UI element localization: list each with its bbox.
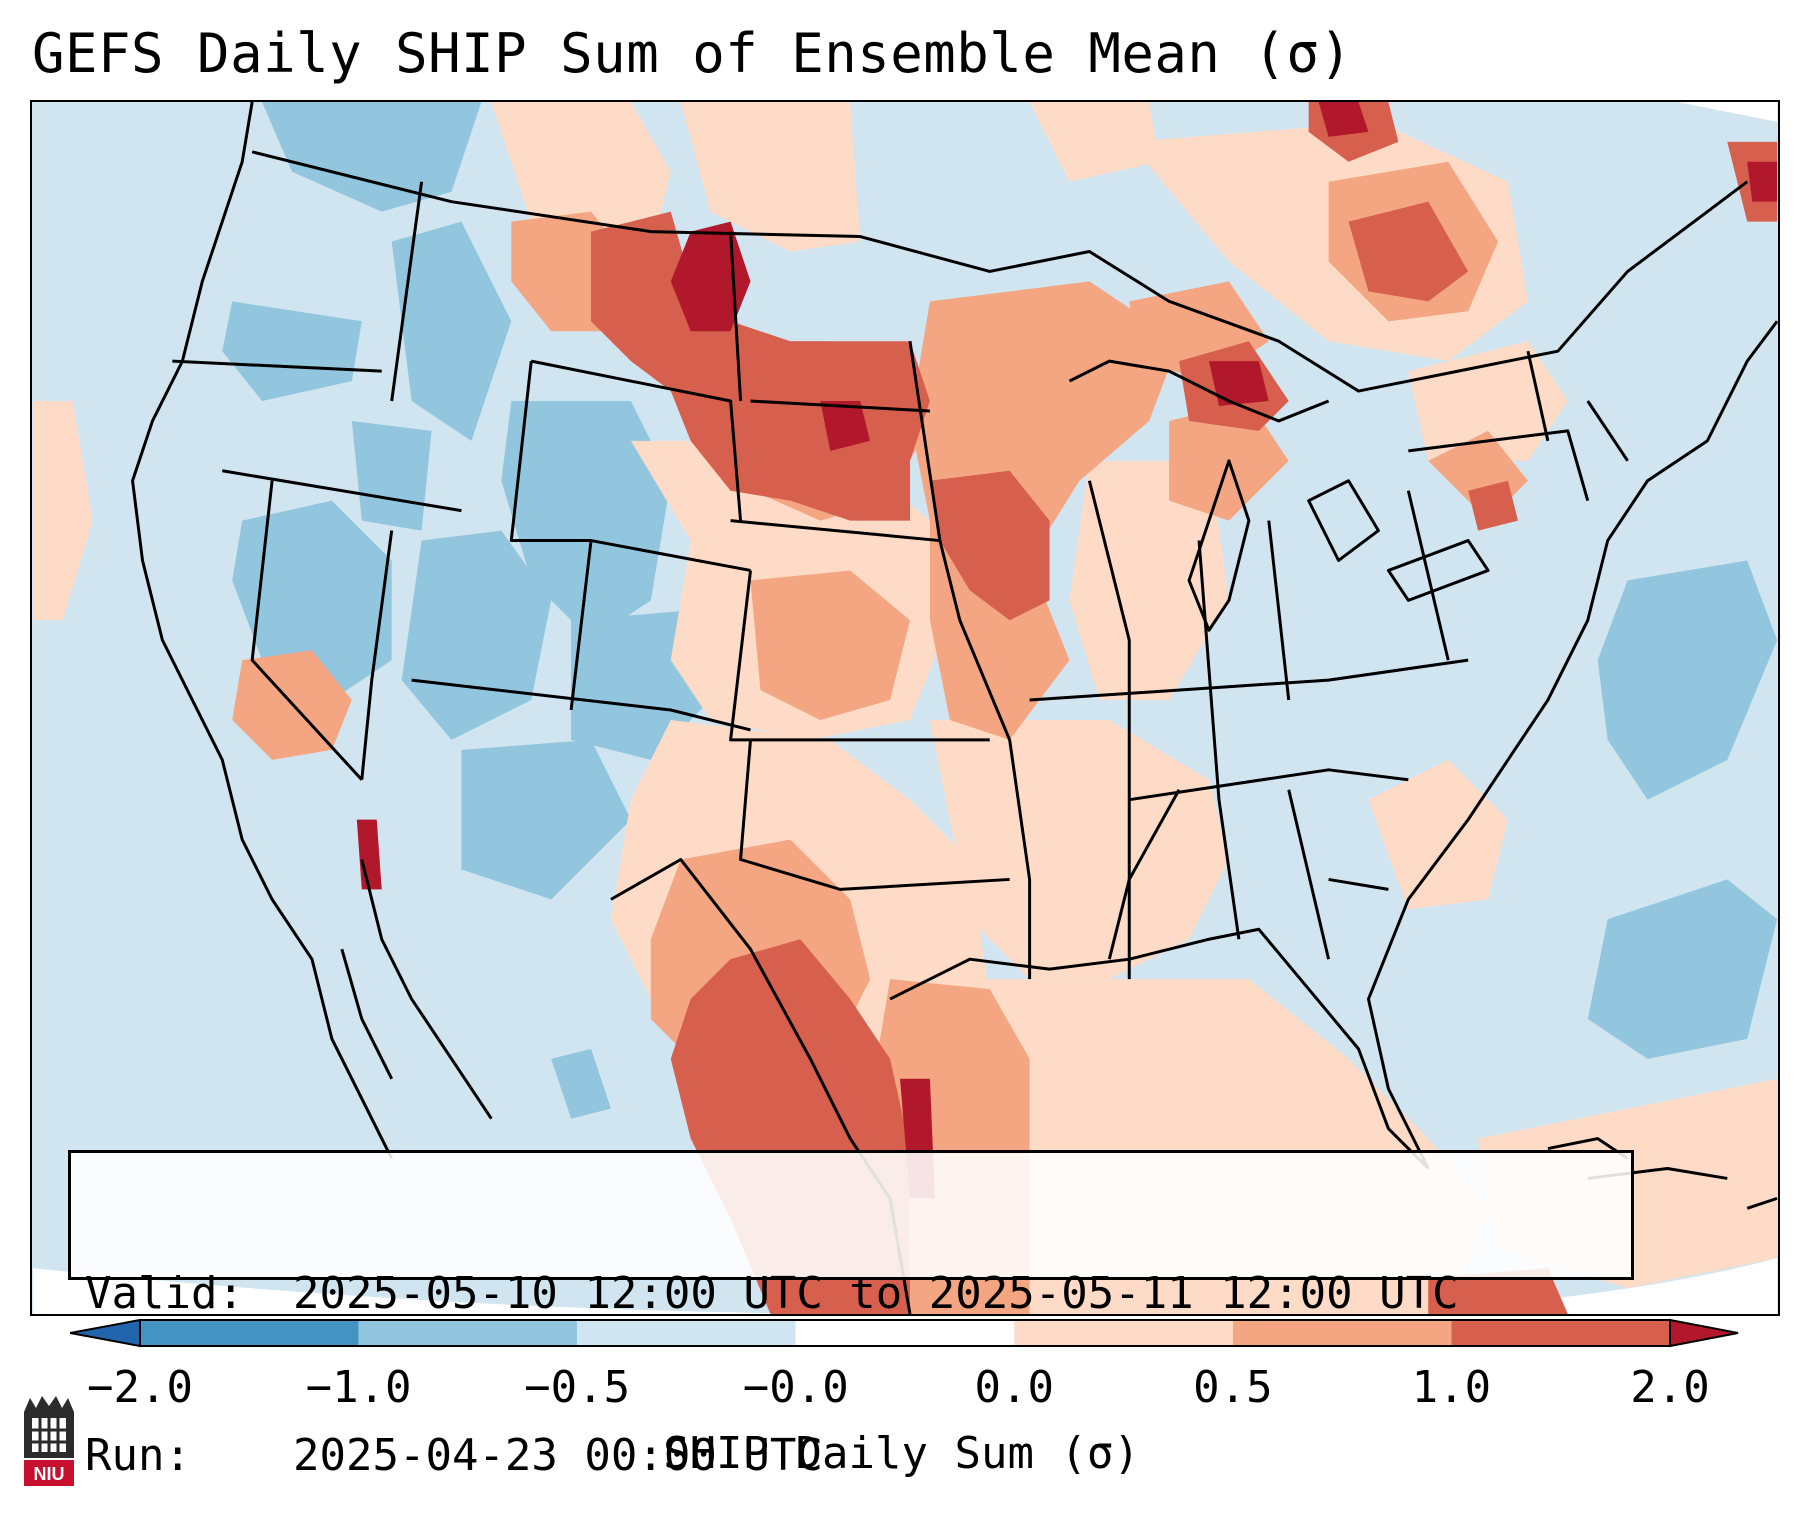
colorbar-tick-label: 2.0 bbox=[1630, 1362, 1710, 1413]
colorbar-segment bbox=[358, 1320, 578, 1346]
colorbar-extend-high bbox=[1669, 1318, 1739, 1348]
niu-logo: NIU bbox=[24, 1396, 74, 1486]
colorbar-tick-label: 0.5 bbox=[1193, 1362, 1273, 1413]
coastline-and-borders bbox=[131, 102, 1778, 1314]
map-title: GEFS Daily SHIP Sum of Ensemble Mean (σ) bbox=[32, 22, 1353, 85]
colorbar-segment bbox=[577, 1320, 796, 1346]
run-label: Run: bbox=[85, 1430, 191, 1481]
projection-edge-top-right bbox=[1677, 102, 1778, 122]
colorbar-label: SHIP Daily Sum (σ) bbox=[663, 1428, 1140, 1479]
colorbar-tick-label: −0.0 bbox=[742, 1362, 849, 1413]
colorbar bbox=[70, 1318, 1739, 1348]
colorbar-tick-label: 1.0 bbox=[1411, 1362, 1492, 1413]
colorbar-tick-label: −1.0 bbox=[305, 1362, 412, 1413]
colorbar-tick-label: −2.0 bbox=[87, 1362, 193, 1413]
run-value: 2025-04-23 00:00 UTC bbox=[293, 1430, 823, 1481]
ship-anomaly-map bbox=[32, 102, 1778, 1314]
colorbar-segment bbox=[795, 1320, 1015, 1346]
colorbar-extend-low bbox=[70, 1318, 141, 1348]
colorbar-segment bbox=[1014, 1320, 1233, 1346]
valid-row: Valid: 2025-05-10 12:00 UTC to 2025-05-11… bbox=[85, 1267, 1617, 1321]
valid-run-info-box: Valid: 2025-05-10 12:00 UTC to 2025-05-11… bbox=[68, 1150, 1634, 1481]
run-row: Run: 2025-04-23 00:00 UTC bbox=[85, 1429, 1617, 1483]
valid-value: 2025-05-10 12:00 UTC to 2025-05-11 12:00… bbox=[293, 1268, 1459, 1319]
colorbar-tick-label: −0.5 bbox=[524, 1362, 631, 1413]
colorbar-segment bbox=[140, 1320, 359, 1346]
projection-edge-bottom-right bbox=[1378, 1258, 1778, 1314]
valid-label: Valid: bbox=[85, 1268, 244, 1319]
map-panel bbox=[30, 100, 1780, 1316]
colorbar-tick-label: 0.0 bbox=[974, 1362, 1055, 1413]
projection-edge-bottom-left bbox=[32, 1268, 831, 1314]
colorbar-segment bbox=[1232, 1320, 1452, 1346]
colorbar-segment bbox=[1451, 1320, 1670, 1346]
colorbar-segments bbox=[70, 1318, 1739, 1348]
svg-text:NIU: NIU bbox=[34, 1464, 65, 1484]
colorbar-outline bbox=[139, 1319, 1671, 1347]
